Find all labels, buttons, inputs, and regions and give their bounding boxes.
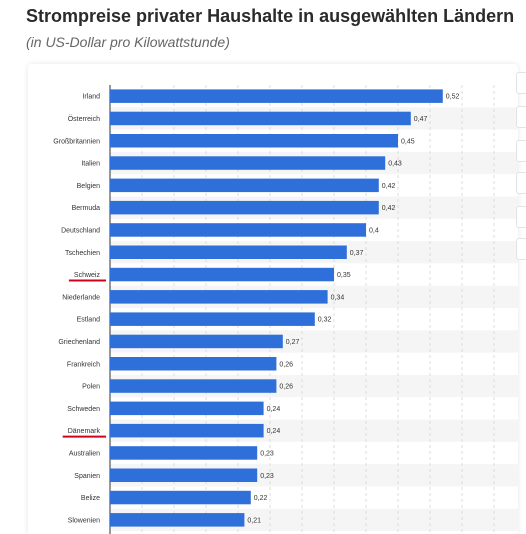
category-label: Dänemark — [68, 428, 101, 435]
bar[interactable] — [110, 401, 264, 416]
side-tab[interactable] — [516, 172, 526, 194]
category-label: Tschechien — [65, 250, 100, 257]
category-label: Schweiz — [74, 272, 101, 279]
side-tab[interactable] — [516, 106, 526, 128]
value-label: 0,26 — [279, 361, 293, 368]
value-label: 0,47 — [414, 116, 428, 123]
bar[interactable] — [110, 446, 258, 460]
value-label: 0,27 — [286, 339, 300, 346]
category-label: Österreich — [68, 115, 100, 123]
category-label: Bermuda — [72, 205, 101, 212]
side-tab[interactable] — [516, 72, 526, 94]
category-label: Niederlande — [62, 294, 100, 301]
chart-subtitle: (in US-Dollar pro Kilowattstunde) — [26, 34, 230, 50]
value-label: 0,32 — [318, 317, 332, 324]
bar[interactable] — [110, 513, 245, 527]
bar[interactable] — [110, 490, 251, 505]
side-tab[interactable] — [516, 238, 526, 260]
category-label: Slowenien — [68, 517, 100, 524]
category-label: Frankreich — [67, 361, 100, 368]
value-label: 0,24 — [267, 428, 281, 435]
value-label: 0,45 — [401, 138, 415, 145]
bar[interactable] — [110, 423, 264, 438]
side-tab[interactable] — [516, 206, 526, 228]
category-label: Italien — [81, 161, 100, 168]
value-label: 0,21 — [247, 517, 261, 524]
bar[interactable] — [110, 134, 398, 148]
category-label: Belize — [81, 495, 100, 502]
value-label: 0,23 — [260, 450, 274, 457]
value-label: 0,23 — [260, 473, 274, 480]
bar[interactable] — [110, 200, 379, 215]
chart-title: Strompreise privater Haushalte in ausgew… — [26, 6, 515, 26]
bar[interactable] — [110, 245, 347, 260]
chart-card: Irland 0,52 Österreich 0,47 Großbritannien 0,… — [28, 64, 518, 534]
value-label: 0,4 — [369, 227, 379, 234]
category-label: Schweden — [67, 406, 100, 413]
bar[interactable] — [110, 312, 315, 326]
bar[interactable] — [110, 156, 386, 170]
bar[interactable] — [110, 89, 443, 103]
value-label: 0,24 — [267, 406, 281, 413]
bar[interactable] — [110, 334, 283, 349]
bar[interactable] — [110, 178, 379, 193]
bar[interactable] — [110, 379, 277, 393]
bar-chart: Irland 0,52 Österreich 0,47 Großbritannien 0,… — [53, 85, 518, 534]
side-tab[interactable] — [516, 140, 526, 162]
bar[interactable] — [110, 357, 277, 371]
value-label: 0,37 — [350, 250, 364, 257]
side-toolbar — [516, 72, 526, 262]
category-label: Estland — [77, 317, 100, 324]
bar[interactable] — [110, 267, 334, 282]
category-label: Spanien — [74, 473, 100, 480]
category-label: Polen — [82, 384, 100, 391]
value-label: 0,42 — [382, 205, 396, 212]
value-label: 0,35 — [337, 272, 351, 279]
value-label: 0,42 — [382, 183, 396, 190]
value-label: 0,22 — [254, 495, 268, 502]
category-label: Australien — [69, 450, 100, 457]
bar[interactable] — [110, 223, 366, 237]
value-label: 0,34 — [331, 294, 345, 301]
category-label: Irland — [82, 94, 100, 101]
category-label: Griechenland — [58, 339, 100, 346]
value-label: 0,52 — [446, 94, 460, 101]
value-label: 0,43 — [388, 161, 402, 168]
value-label: 0,26 — [279, 384, 293, 391]
category-label: Deutschland — [61, 227, 100, 234]
bar[interactable] — [110, 290, 328, 304]
category-label: Belgien — [77, 183, 100, 190]
category-label: Großbritannien — [53, 138, 100, 145]
bar[interactable] — [110, 111, 411, 126]
bar[interactable] — [110, 468, 258, 483]
